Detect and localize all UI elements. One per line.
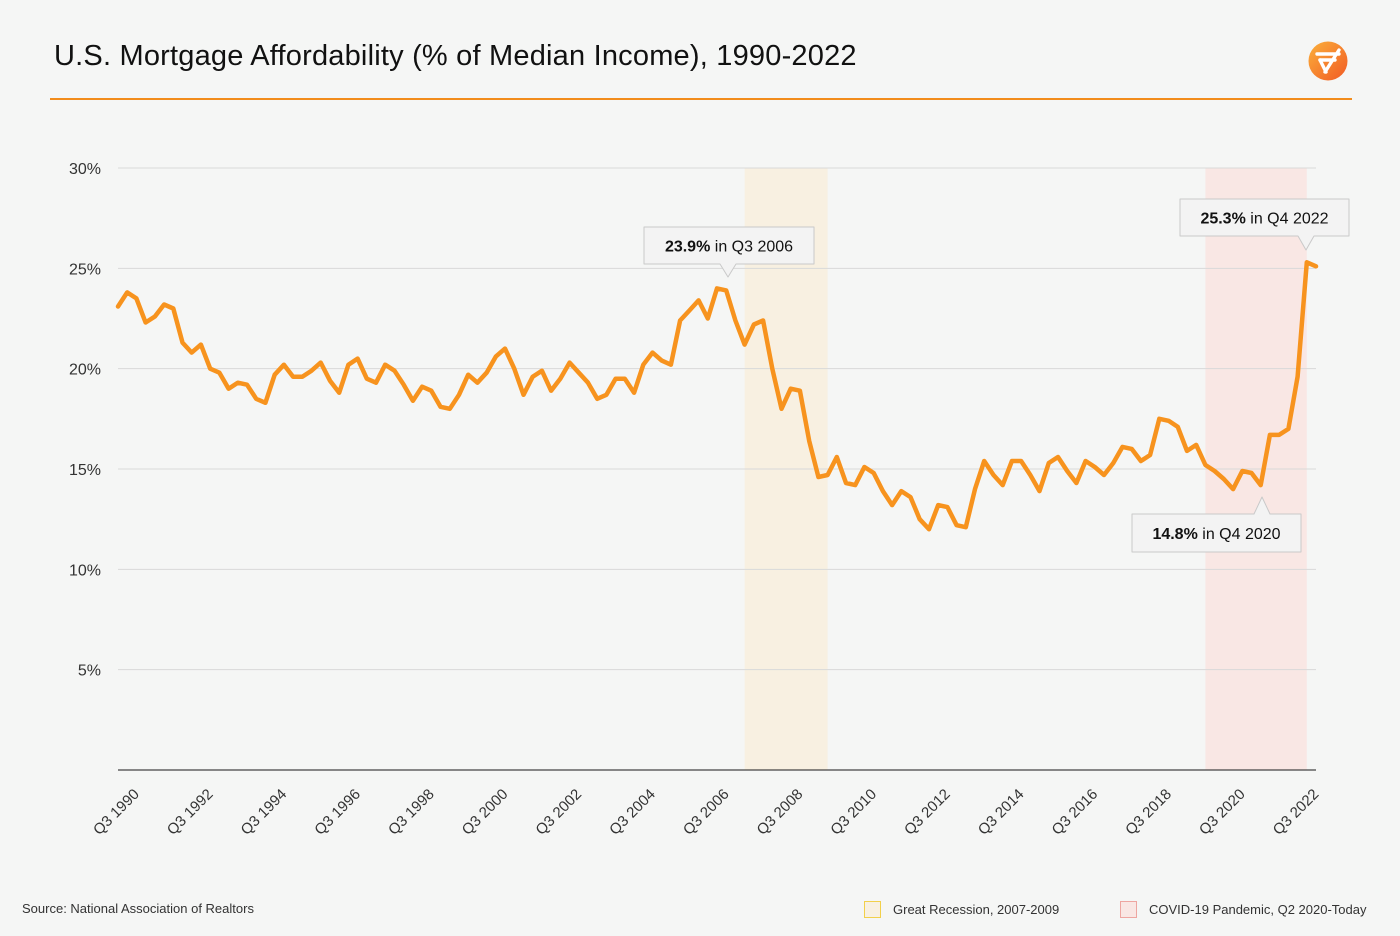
callout-box-2	[1131, 496, 1302, 553]
legend-great-recession: Great Recession, 2007-2009	[864, 898, 1059, 920]
x-tick-label: Q3 1994	[238, 786, 291, 839]
y-tick-label: 25%	[69, 261, 101, 278]
callout-value: 23.9%	[665, 239, 710, 256]
callout-text: in Q4 2022	[1246, 211, 1329, 228]
x-tick-label: Q3 2014	[975, 786, 1028, 839]
x-tick-label: Q3 2006	[680, 786, 733, 839]
x-tick-label: Q3 1998	[385, 786, 438, 839]
x-tick-label: Q3 2022	[1270, 786, 1323, 839]
legend-swatch-great-recession	[864, 900, 881, 918]
visual-capitalist-check-logo-icon	[1308, 41, 1348, 81]
y-tick-label: 10%	[69, 562, 101, 579]
x-tick-label: Q3 2016	[1049, 786, 1102, 839]
legend-swatch-covid	[1120, 900, 1137, 918]
callout-label-1: 25.3% in Q4 2022	[1200, 211, 1328, 228]
x-tick-label: Q3 1990	[90, 786, 143, 839]
title-divider	[50, 98, 1352, 100]
callout-value: 14.8%	[1152, 526, 1197, 543]
callout-label-0: 23.9% in Q3 2006	[665, 239, 793, 256]
x-tick-label: Q3 2004	[606, 786, 659, 839]
x-tick-label: Q3 1992	[164, 786, 217, 839]
series-line	[115, 260, 1319, 532]
x-tick-label: Q3 1996	[311, 786, 364, 839]
legend-label-great-recession: Great Recession, 2007-2009	[893, 901, 1060, 917]
y-tick-label: 5%	[78, 663, 101, 680]
line-chart: 5% 10% 15% 20% 25% 30% Q3 1990 Q3 1992 Q3 1994 Q3…	[69, 161, 1350, 839]
callout-box-1	[1179, 198, 1350, 251]
x-tick-label: Q3 2018	[1122, 786, 1175, 839]
legend-covid: COVID-19 Pandemic, Q2 2020-Today	[1120, 898, 1367, 920]
y-tick-label: 15%	[69, 462, 101, 479]
x-tick-label: Q3 2012	[901, 786, 954, 839]
x-tick-label: Q3 2002	[532, 786, 585, 839]
x-tick-label: Q3 2000	[459, 786, 512, 839]
callout-value: 25.3%	[1200, 211, 1245, 228]
callout-text: in Q3 2006	[710, 239, 793, 256]
x-tick-label: Q3 2008	[754, 786, 807, 839]
callout-label-2: 14.8% in Q4 2020	[1152, 526, 1280, 543]
x-tick-label: Q3 2010	[827, 786, 880, 839]
y-tick-label: 30%	[69, 161, 101, 178]
y-tick-label: 20%	[69, 362, 101, 379]
legend-label-covid: COVID-19 Pandemic, Q2 2020-Today	[1149, 901, 1367, 917]
x-tick-label: Q3 2020	[1196, 786, 1249, 839]
chart-title: U.S. Mortgage Affordability (% of Median…	[54, 40, 857, 72]
source-note: Source: National Association of Realtors	[22, 901, 254, 916]
callout-text: in Q4 2020	[1198, 526, 1281, 543]
callout-box-0	[643, 226, 815, 278]
